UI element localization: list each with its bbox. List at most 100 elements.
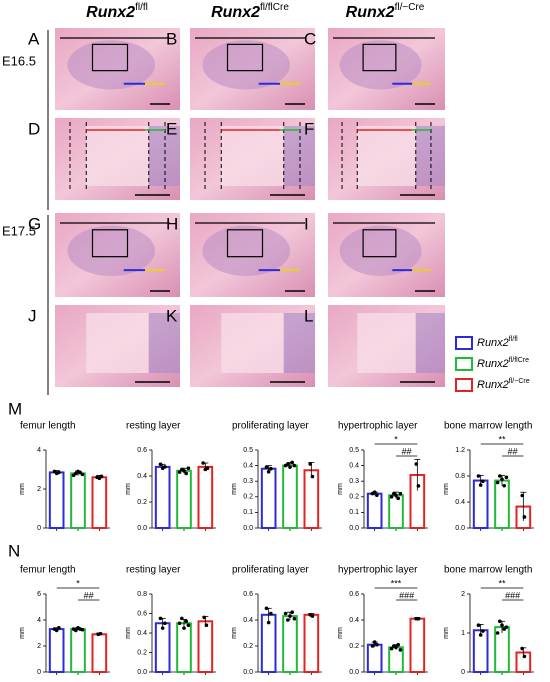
data-point	[290, 460, 295, 465]
panel-letter: N	[8, 541, 20, 560]
data-point	[269, 611, 273, 616]
y-tick-label: 0	[37, 669, 41, 676]
y-tick-label: 0.2	[137, 499, 147, 506]
data-point	[177, 470, 182, 474]
data-point	[310, 614, 315, 618]
data-point	[396, 496, 401, 501]
data-point	[520, 493, 525, 498]
data-point	[202, 615, 207, 620]
data-point	[495, 480, 500, 485]
y-tick-label: 6	[37, 591, 41, 598]
cartilage-region	[283, 313, 315, 373]
bar	[366, 643, 383, 674]
data-point	[416, 616, 421, 621]
bar	[48, 628, 65, 673]
data-point	[398, 648, 403, 652]
significance-label: ###	[399, 590, 414, 600]
legend-superscript: fl/−Cre	[509, 378, 530, 385]
genotype: Runx2	[346, 4, 395, 21]
bar	[176, 469, 192, 529]
tissue-region	[202, 40, 290, 90]
data-point	[500, 623, 504, 627]
significance-label: ##	[84, 590, 94, 600]
bar	[472, 479, 489, 529]
y-axis-label: mm	[443, 627, 450, 639]
data-point	[308, 462, 313, 466]
bar	[494, 479, 510, 529]
data-point	[394, 645, 398, 650]
cartilage-region	[148, 126, 180, 186]
chart-title: femur length	[20, 565, 76, 576]
data-point	[498, 474, 502, 478]
panel-letter: E	[166, 119, 177, 138]
bar	[303, 613, 320, 673]
data-point	[180, 616, 184, 621]
column-header: Runx2fl/fl	[86, 2, 148, 22]
y-tick-label: 0.4	[243, 617, 253, 624]
y-axis-label: mm	[19, 627, 26, 639]
data-point	[286, 618, 290, 622]
data-point	[504, 475, 509, 480]
row-label: E16.5	[2, 53, 36, 68]
y-tick-label: 1	[461, 630, 465, 637]
marrow-region	[86, 313, 149, 373]
tissue-region	[67, 40, 155, 90]
tissue-region	[67, 225, 155, 276]
bar	[91, 633, 108, 673]
data-point	[504, 625, 509, 629]
y-tick-label: 0.3	[243, 478, 253, 485]
column-header: Runx2fl/−Cre	[346, 2, 425, 22]
panel-letter: D	[28, 119, 40, 138]
data-point	[416, 484, 421, 488]
data-point	[292, 616, 297, 621]
data-point	[478, 483, 483, 487]
y-tick-label: 0.2	[243, 643, 253, 650]
legend-genotype: Runx2	[477, 358, 509, 370]
legend-swatch	[455, 357, 473, 371]
legend-genotype: Runx2	[477, 337, 509, 349]
data-point	[476, 623, 481, 627]
data-point	[264, 606, 269, 611]
bar-chart: resting layer mm 0.0 0.2 0.4 0.6	[125, 421, 216, 532]
data-point	[74, 628, 78, 633]
data-point	[495, 631, 500, 635]
data-point	[370, 644, 375, 648]
data-point	[177, 621, 182, 626]
data-point	[288, 614, 292, 618]
y-tick-label: 2	[37, 643, 41, 650]
panel-letter: F	[304, 119, 314, 138]
y-axis-label: mm	[443, 483, 450, 495]
y-tick-label: 0.8	[455, 473, 465, 480]
data-point	[182, 469, 186, 473]
data-point	[476, 474, 481, 478]
data-point	[498, 619, 502, 624]
y-tick-label: 0.6	[137, 447, 147, 454]
y-tick-label: 0.8	[137, 591, 147, 598]
data-point	[372, 640, 377, 644]
panel-letter: K	[166, 306, 178, 325]
data-point	[266, 620, 271, 625]
legend-superscript: fl/flCre	[509, 357, 529, 364]
bar	[366, 492, 383, 529]
y-axis-label: mm	[125, 627, 132, 639]
y-tick-label: 0.2	[243, 494, 253, 501]
zoom-box	[91, 229, 129, 258]
marrow-region	[357, 313, 416, 373]
data-point	[57, 470, 61, 475]
y-axis-label: mm	[231, 483, 238, 495]
genotype: Runx2	[211, 4, 260, 21]
cartilage-region	[283, 126, 315, 186]
panel-letter: A	[28, 29, 40, 48]
bar-chart: proliferating layer mm 0.0 0.1 0.2 0.3 0.4 0.5	[231, 421, 322, 532]
bar	[197, 620, 214, 673]
data-point	[184, 471, 188, 476]
data-point	[184, 619, 188, 624]
data-point	[502, 483, 507, 488]
data-point	[522, 515, 527, 519]
y-tick-label: 0.0	[349, 525, 359, 532]
cartilage-region	[415, 313, 445, 373]
y-tick-label: 0.2	[137, 649, 147, 656]
y-tick-label: 4	[37, 617, 41, 624]
bar-chart: resting layer mm 0.0 0.2 0.4 0.6 0.8	[125, 565, 216, 676]
data-point	[478, 633, 483, 637]
